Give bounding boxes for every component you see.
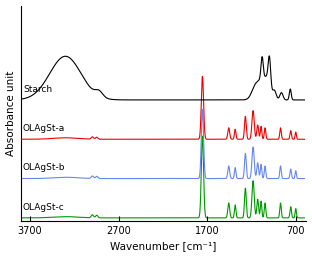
Text: OLAgSt-a: OLAgSt-a — [23, 124, 65, 133]
Y-axis label: Absorbance unit: Absorbance unit — [6, 71, 16, 156]
Text: OLAgSt-b: OLAgSt-b — [23, 163, 66, 172]
Text: Starch: Starch — [23, 85, 52, 94]
X-axis label: Wavenumber [cm⁻¹]: Wavenumber [cm⁻¹] — [110, 241, 217, 251]
Text: OLAgSt-c: OLAgSt-c — [23, 203, 65, 212]
